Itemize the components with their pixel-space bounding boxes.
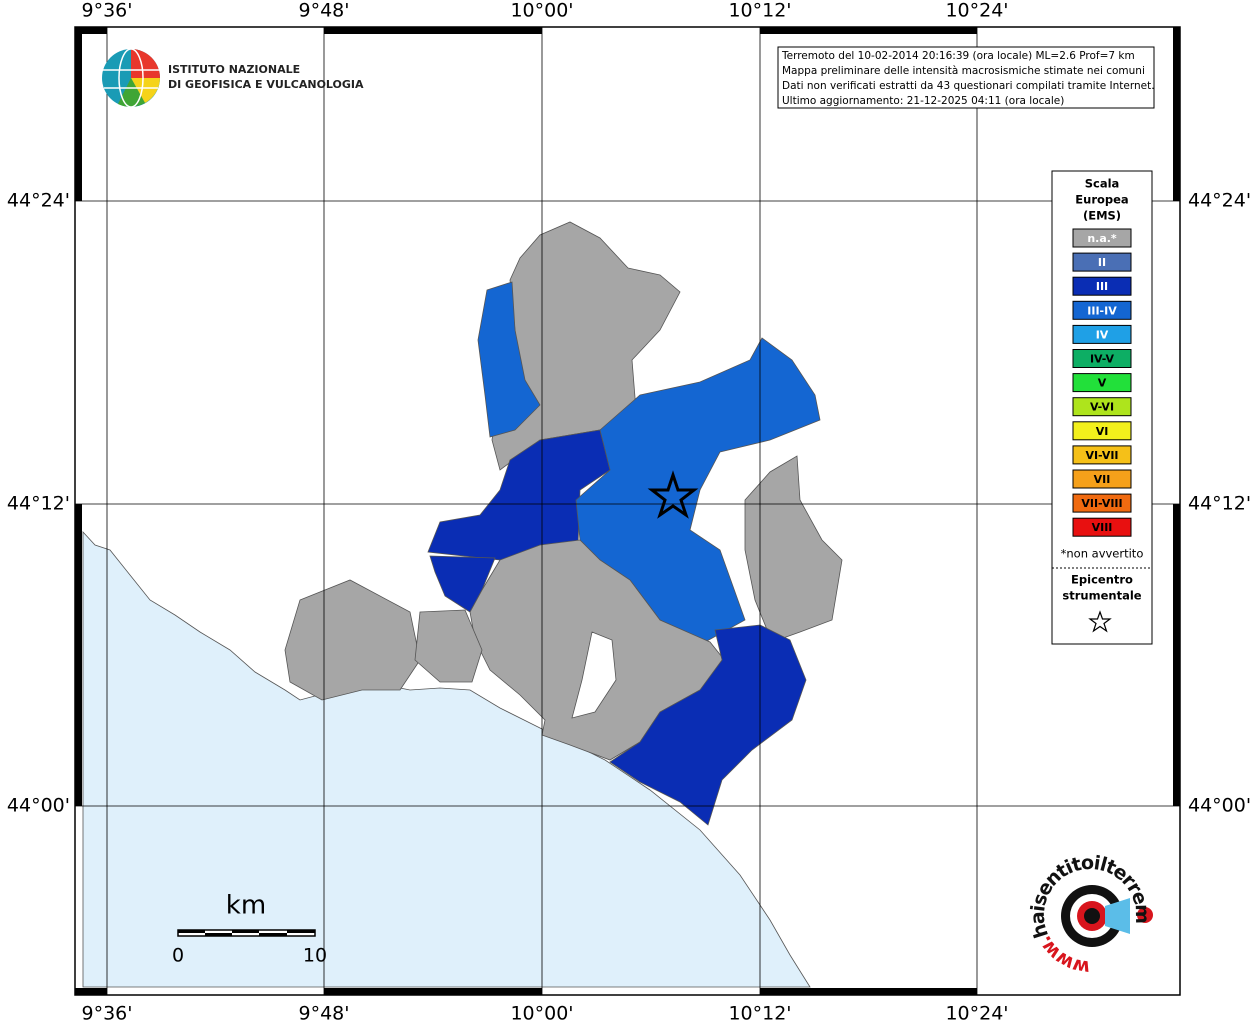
lon-label: 9°36' bbox=[82, 1003, 133, 1024]
legend: Scala Europea (EMS) *non avvertito Epice… bbox=[1051, 170, 1153, 645]
legend-swatch bbox=[1072, 373, 1132, 393]
legend-swatch bbox=[1072, 324, 1132, 344]
municipalities bbox=[284, 221, 843, 826]
legend-epicenter: strumentale bbox=[1062, 589, 1141, 603]
lat-label: 44°00' bbox=[7, 795, 70, 817]
lat-label: 44°12' bbox=[7, 493, 70, 515]
legend-swatch bbox=[1072, 300, 1132, 320]
legend-swatch bbox=[1072, 397, 1132, 417]
legend-swatch bbox=[1072, 252, 1132, 272]
legend-swatch bbox=[1072, 445, 1132, 465]
ingv-logo: ISTITUTO NAZIONALE DI GEOFISICA E VULCAN… bbox=[102, 48, 364, 108]
info-line: Dati non verificati estratti da 43 quest… bbox=[782, 80, 1155, 92]
legend-label: VIII bbox=[1092, 521, 1113, 534]
legend-epicenter: Epicentro bbox=[1071, 573, 1133, 587]
legend-label: III-IV bbox=[1087, 304, 1117, 317]
lon-label: 10°12' bbox=[728, 1003, 791, 1024]
legend-swatch bbox=[1072, 493, 1132, 513]
epicenter-star bbox=[647, 470, 699, 519]
lon-label: 10°00' bbox=[510, 1003, 573, 1024]
legend-label: VII-VIII bbox=[1081, 497, 1122, 510]
axis-labels: 9°36' 9°48' 10°00' 10°12' 10°24' 9°36' 9… bbox=[7, 0, 1251, 1024]
lon-label: 10°00' bbox=[510, 0, 573, 22]
lon-label: 10°24' bbox=[945, 0, 1008, 22]
logo-text: ISTITUTO NAZIONALE bbox=[168, 63, 300, 76]
legend-label: n.a.* bbox=[1087, 232, 1117, 245]
legend-note: *non avvertito bbox=[1061, 547, 1144, 561]
legend-label: II bbox=[1098, 256, 1106, 269]
scale-unit: km bbox=[226, 891, 266, 921]
legend-label: III bbox=[1096, 280, 1108, 293]
lat-label: 44°24' bbox=[1188, 190, 1251, 212]
graticule bbox=[75, 27, 1180, 995]
legend-swatch bbox=[1072, 228, 1132, 248]
legend-label: IV-V bbox=[1090, 353, 1115, 366]
info-line: Terremoto del 10-02-2014 20:16:39 (ora l… bbox=[781, 50, 1135, 62]
lon-label: 9°36' bbox=[82, 0, 133, 22]
lon-label: 10°12' bbox=[728, 0, 791, 22]
info-line: Mappa preliminare delle intensità macros… bbox=[782, 65, 1145, 77]
legend-swatch bbox=[1072, 517, 1132, 537]
legend-label: VI-VII bbox=[1085, 449, 1118, 462]
lon-label: 9°48' bbox=[299, 0, 350, 22]
legend-label: V-VI bbox=[1090, 401, 1114, 414]
legend-title: Europea bbox=[1075, 193, 1128, 207]
lat-label: 44°00' bbox=[1188, 795, 1251, 817]
lat-label: 44°12' bbox=[1188, 493, 1251, 515]
logo-text: DI GEOFISICA E VULCANOLOGIA bbox=[168, 78, 364, 91]
info-box: Terremoto del 10-02-2014 20:16:39 (ora l… bbox=[777, 46, 1155, 109]
legend-label: VI bbox=[1096, 425, 1109, 438]
legend-title: (EMS) bbox=[1083, 209, 1121, 223]
scale-bar: km 0 10 bbox=[172, 891, 327, 967]
lon-label: 10°24' bbox=[945, 1003, 1008, 1024]
legend-label: VII bbox=[1094, 473, 1111, 486]
legend-swatch bbox=[1072, 276, 1132, 296]
lon-label: 9°48' bbox=[299, 1003, 350, 1024]
scale-label: 0 bbox=[172, 945, 184, 967]
lat-label: 44°24' bbox=[7, 190, 70, 212]
legend-label: IV bbox=[1096, 328, 1109, 341]
legend-star bbox=[1088, 610, 1112, 633]
frame bbox=[74, 26, 1181, 996]
sea bbox=[82, 530, 811, 988]
legend-label: V bbox=[1098, 377, 1107, 390]
legend-swatch bbox=[1072, 469, 1132, 489]
legend-swatch bbox=[1072, 349, 1132, 368]
info-line: Ultimo aggiornamento: 21-12-2025 04:11 (… bbox=[782, 95, 1064, 107]
legend-title: Scala bbox=[1085, 177, 1120, 191]
scale-label: 10 bbox=[303, 945, 327, 967]
legend-swatch bbox=[1072, 421, 1132, 441]
